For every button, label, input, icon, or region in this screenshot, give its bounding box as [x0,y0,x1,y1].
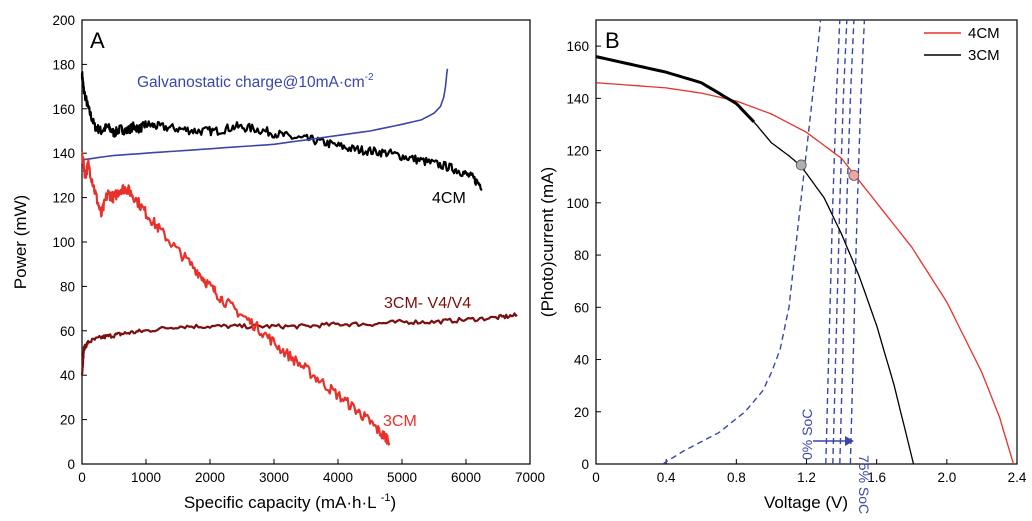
panel-a-xtick-label: 7000 [515,470,545,485]
panel-b-xtick-label: 2.4 [1008,470,1027,485]
panel-b-ytick-label: 0 [581,457,589,472]
soc-curves [662,20,866,464]
panel-a-xtick-label: 6000 [451,470,481,485]
annotation-4cm: 4CM [432,190,466,207]
panel-b-ytick-label: 40 [574,353,589,368]
panel-b-xtick-label: 1.6 [867,470,886,485]
operating-point-marker [795,159,807,171]
panel-a-xtick-label: 5000 [387,470,417,485]
legend: 4CM 3CM [924,25,1000,64]
soc-curve-2 [832,20,848,464]
panel-a-ytick-label: 60 [60,324,75,339]
panel-a-xtick-label: 2000 [195,470,225,485]
panel-b-series-3cm-thick [595,55,755,123]
panel-a-ytick-label: 20 [60,413,75,428]
soc-curve-1 [825,20,841,464]
panel-a-ytick-label: 100 [52,235,75,250]
panel-a-ytick-label: 80 [60,279,75,294]
soc-arrow [813,436,854,446]
panel-a-ytick-label: 40 [60,368,75,383]
panel-a-ytick-label: 120 [52,191,75,206]
panel-a-ytick-label: 200 [52,13,75,28]
panel-b-ytick-label: 20 [574,405,589,420]
panel-b-ytick-label: 60 [574,300,589,315]
soc-curve-4 [849,20,866,464]
panel-b-xlabel: Voltage (V) [764,493,848,512]
panel-a-series-2 [80,312,518,376]
panel-b-xtick-label: 2.0 [937,470,956,485]
soc-curve-0 [662,20,822,464]
panel-b-ytick-label: 120 [566,144,589,159]
legend-label-3cm: 3CM [968,47,1000,64]
panel-a-ytick-label: 140 [52,146,75,161]
legend-label-4cm: 4CM [968,25,1000,42]
panel-a-series-0 [80,71,483,192]
annotation-75-soc: 75% SoC [856,455,872,514]
soc-curve-3 [839,20,855,464]
panel-b: B 0 0.4 0.8 1.2 1.6 2.0 2.4 0 20 40 60 80 100 120 140 1… [538,19,1027,514]
panel-b-series-3cm [595,55,915,465]
panel-a-xtick-label: 4000 [323,470,353,485]
panel-b-frame [595,19,1018,465]
panel-a-xtick-label: 0 [78,470,86,485]
panel-a-ytick-label: 180 [52,57,75,72]
panel-b-ytick-label: 160 [566,39,589,54]
annotation-3cm: 3CM [383,413,417,430]
panel-b-xtick-label: 0.8 [727,470,746,485]
panel-a-ytick-label: 0 [67,457,75,472]
panel-a-xtick-label: 3000 [259,470,289,485]
panel-b-xtick-label: 0.4 [657,470,676,485]
panel-b-ylabel: (Photo)current (mA) [538,167,557,317]
panel-a-series-1 [81,68,449,161]
annotation-0-soc: 0% SoC [799,409,815,460]
panel-b-xtick-label: 0 [592,470,600,485]
panel-a-ylabel: Power (mW) [11,195,30,289]
panel-a-xlabel: Specific capacity (mA·h·L -1) [184,492,396,512]
panel-b-xtick-label: 1.2 [797,470,816,485]
panel-b-letter: B [605,28,620,53]
panel-a: A 0 1000 2000 3000 4000 5000 6000 7000 0 20 40 60 80… [11,13,545,512]
panel-a-series-3 [81,151,391,446]
panel-a-ytick-label: 160 [52,102,75,117]
panel-a-letter: A [90,28,105,53]
operating-point-marker [848,169,860,181]
panel-b-ytick-label: 80 [574,248,589,263]
panel-b-ytick-label: 100 [566,196,589,211]
annotation-3cm-v4: 3CM- V4/V4 [384,295,471,312]
panel-b-ytick-label: 140 [566,91,589,106]
panel-b-series-4cm [595,82,1015,465]
panel-a-xtick-label: 1000 [131,470,161,485]
annotation-galvanostatic: Galvanostatic charge@10mA·cm-2 [137,72,374,91]
